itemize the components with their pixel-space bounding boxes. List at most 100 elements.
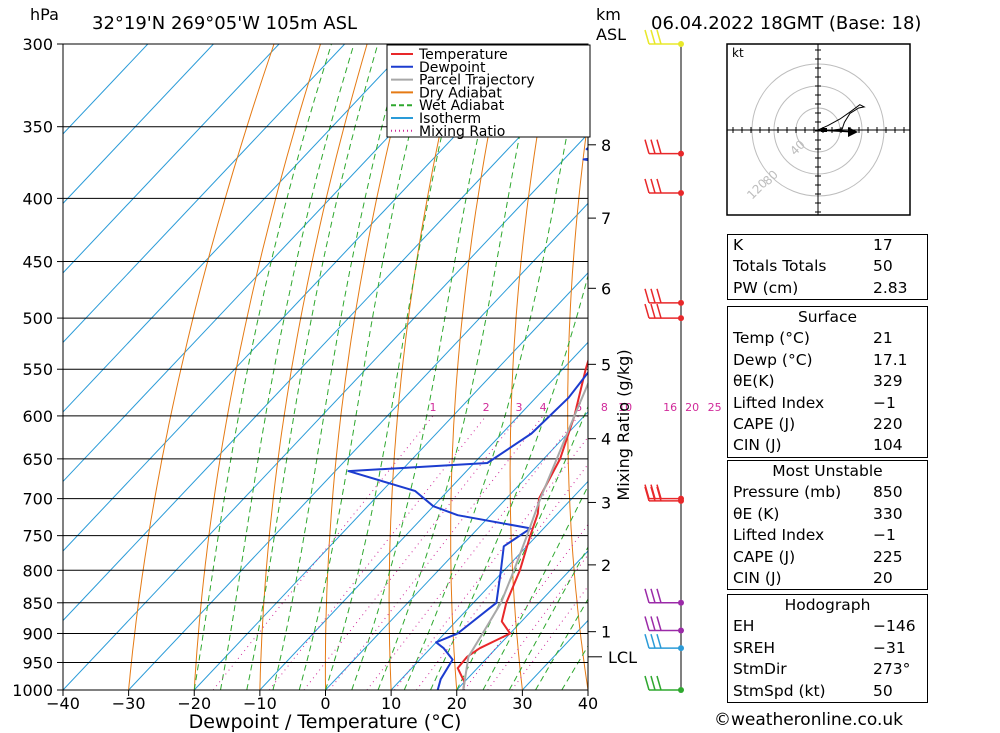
row-value: −146 xyxy=(873,617,916,636)
wind-barb xyxy=(644,29,684,47)
dry-adiabat-line xyxy=(128,44,275,690)
mixing-ratio-label: 25 xyxy=(708,401,722,414)
temperature-tick-label: −20 xyxy=(177,694,211,713)
mixing-ratio-label: 10 xyxy=(618,401,632,414)
pressure-tick-label: 1000 xyxy=(12,681,53,700)
table-row: Lifted Index −1 xyxy=(728,525,927,546)
row-label: PW (cm) xyxy=(733,278,799,297)
plot-frame xyxy=(62,43,589,691)
row-label: Totals Totals xyxy=(733,257,827,276)
pressure-tick-label: 750 xyxy=(22,527,53,546)
table-row: SREH −31 xyxy=(728,638,927,659)
series-temperature xyxy=(456,358,588,690)
legend-entry: Dewpoint xyxy=(419,60,486,76)
height-tick-label: 1 xyxy=(601,623,611,642)
hodograph-unit-label: kt xyxy=(732,46,744,60)
row-value: −1 xyxy=(873,393,896,412)
height-tick-label: 7 xyxy=(601,209,611,228)
row-label: θE (K) xyxy=(733,504,780,523)
table-row: Lifted Index −1 xyxy=(728,393,927,414)
pressure-tick-label: 350 xyxy=(22,118,53,137)
wet-adiabat-line xyxy=(325,44,464,690)
hodograph-table-title: Hodograph xyxy=(784,596,871,614)
dry-adiabat-line xyxy=(324,44,415,690)
mixing-ratio-label: 2 xyxy=(483,401,490,414)
pressure-tick-label: 900 xyxy=(22,624,53,643)
wind-barb xyxy=(644,303,684,322)
axes: −40 −30 −20 −10 0 10 20 30 40 8 7 6 5 4 3 2 1 xyxy=(46,43,611,713)
legend-entry: Parcel Trajectory xyxy=(419,73,535,89)
table-row: θE (K) 330 xyxy=(728,504,927,525)
wind-barbs xyxy=(644,29,684,693)
mixing-ratio-label: 3 xyxy=(515,401,522,414)
surface-rows: Temp (°C) 21 Dewp (°C) 17.1 θE(K) 329 Lifted I… xyxy=(728,328,927,456)
legend-entry: Wet Adiabat xyxy=(419,98,505,114)
temperature-tick-label: 20 xyxy=(447,694,467,713)
mixing-ratio-label: 8 xyxy=(601,401,608,414)
mixing-ratio-label: 20 xyxy=(685,401,699,414)
row-label: CIN (J) xyxy=(733,436,782,455)
row-label: EH xyxy=(733,617,755,636)
mixing-ratio-label: 1 xyxy=(429,401,436,414)
most-unstable-title: Most Unstable xyxy=(772,462,883,480)
hodograph-table-rows: EH −146 SREH −31 StmDir 273° StmSpd (kt) 50 xyxy=(728,616,927,702)
profile-series xyxy=(347,146,588,690)
row-value: 2.83 xyxy=(873,278,908,297)
height-unit-label-km: km xyxy=(596,5,621,24)
pressure-tick-label: 550 xyxy=(22,360,53,379)
row-value: 330 xyxy=(873,504,903,523)
table-row: K 17 xyxy=(728,235,927,256)
wet-adiabat-line xyxy=(403,44,585,690)
isotherm-line xyxy=(193,272,588,690)
legend-entry: Mixing Ratio xyxy=(419,124,505,140)
row-label: K xyxy=(733,236,744,254)
table-row: CIN (J) 104 xyxy=(728,435,927,456)
row-value: 21 xyxy=(873,329,893,348)
table-row: Totals Totals 50 xyxy=(728,256,927,277)
mixing-ratio-axis-label: Mixing Ratio (g/kg) xyxy=(614,349,633,500)
table-row: StmDir 273° xyxy=(728,659,927,680)
isotherm-line xyxy=(63,133,588,690)
row-label: Dewp (°C) xyxy=(733,350,813,369)
temperature-tick-label: −40 xyxy=(46,694,80,713)
pressure-tick-label: 500 xyxy=(22,309,53,328)
dry-adiabat-line xyxy=(677,44,719,690)
pressure-tick-label: 450 xyxy=(22,253,53,272)
height-tick-label: 4 xyxy=(601,430,611,449)
pressure-tick-label: 800 xyxy=(22,561,53,580)
pressure-tick-label: 650 xyxy=(22,450,53,469)
height-unit-label-asl: ASL xyxy=(596,25,626,44)
row-label: SREH xyxy=(733,638,776,657)
row-value: 850 xyxy=(873,483,903,502)
table-row: Temp (°C) 21 xyxy=(728,328,927,349)
wind-barb xyxy=(644,178,684,196)
height-tick-label: 5 xyxy=(601,355,611,374)
temperature-tick-label: −30 xyxy=(112,694,146,713)
dry-adiabat-line xyxy=(509,44,554,690)
wet-adiabat-line xyxy=(456,405,588,690)
row-label: StmDir xyxy=(733,660,787,679)
row-value: 329 xyxy=(873,372,903,391)
temperature-tick-label: −10 xyxy=(243,694,277,713)
wind-barb xyxy=(644,486,684,504)
series-dewpoint xyxy=(347,146,588,690)
most-unstable-panel: Most Unstable Pressure (mb) 850 θE (K) 330 L… xyxy=(727,460,928,591)
table-row: CIN (J) 20 xyxy=(728,568,927,589)
wet-adiabat-line xyxy=(351,44,499,690)
lcl-label: LCL xyxy=(608,648,637,667)
isotherm-line xyxy=(63,44,346,344)
row-label: Lifted Index xyxy=(733,393,825,412)
x-axis-label: Dewpoint / Temperature (°C) xyxy=(189,711,462,733)
isotherm-line xyxy=(325,411,588,690)
isotherm-line xyxy=(390,480,588,690)
indices-rows: K 17 Totals Totals 50 PW (cm) 2.83 xyxy=(728,235,927,299)
dry-adiabat-line xyxy=(193,44,321,690)
isotherm-line xyxy=(63,63,588,622)
wet-adiabat-line xyxy=(220,44,355,690)
credit-label: ©weatheronline.co.uk xyxy=(714,710,904,730)
row-value: 104 xyxy=(873,436,903,455)
dry-adiabat-line xyxy=(925,44,1000,690)
surface-title: Surface xyxy=(797,308,858,326)
